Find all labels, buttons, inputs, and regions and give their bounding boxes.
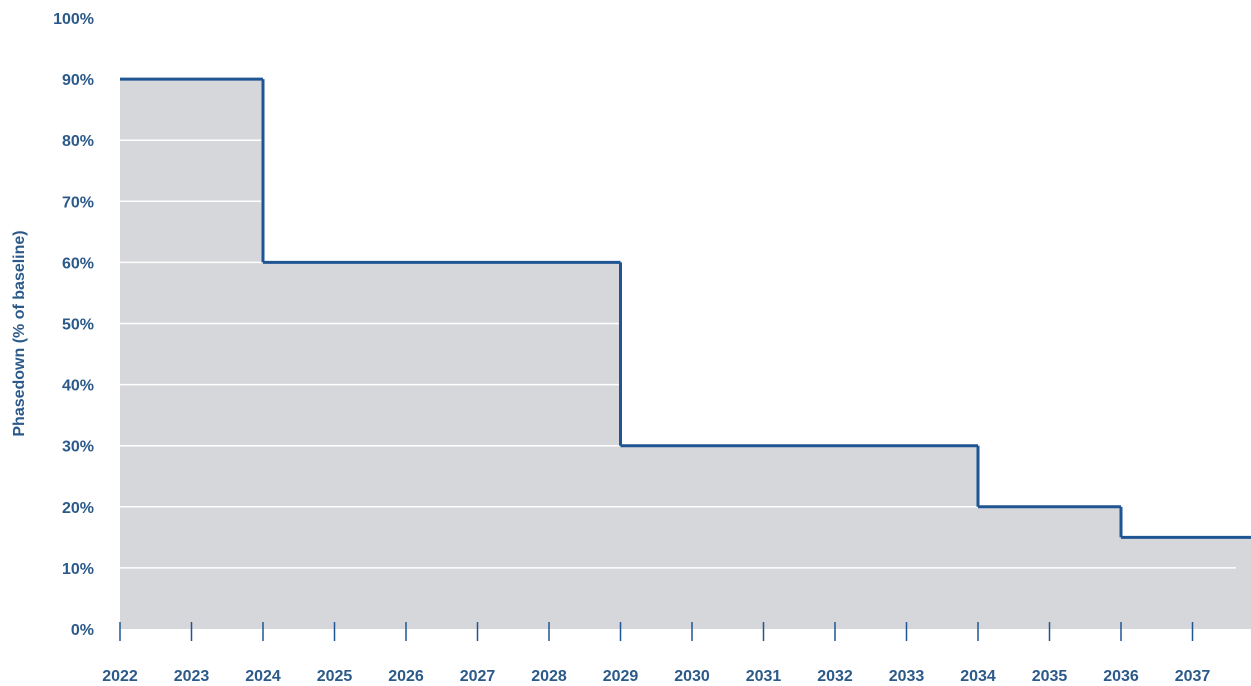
x-tick-label: 2033 bbox=[889, 668, 925, 685]
x-tick-label: 2025 bbox=[317, 668, 353, 685]
phasedown-area bbox=[120, 79, 1251, 629]
y-tick-label: 60% bbox=[62, 255, 94, 272]
x-tick-label: 2023 bbox=[174, 668, 210, 685]
x-tick-label: 2022 bbox=[102, 668, 138, 685]
y-tick-label: 20% bbox=[62, 500, 94, 517]
x-tick-label: 2029 bbox=[603, 668, 639, 685]
y-tick-label: 40% bbox=[62, 378, 94, 395]
tick-layer bbox=[119, 622, 1194, 641]
x-tick-label: 2034 bbox=[960, 668, 996, 685]
x-tick-label: 2035 bbox=[1032, 668, 1068, 685]
y-tick-label: 70% bbox=[62, 194, 94, 211]
y-tick-label: 0% bbox=[71, 622, 94, 639]
x-tick-label: 2026 bbox=[388, 668, 424, 685]
x-tick-label: 2024 bbox=[245, 668, 281, 685]
x-tick-label: 2031 bbox=[746, 668, 782, 685]
x-tick-label: 2030 bbox=[674, 668, 710, 685]
y-tick-label: 100% bbox=[53, 11, 94, 28]
x-tick-label: 2027 bbox=[460, 668, 496, 685]
y-tick-label: 30% bbox=[62, 439, 94, 456]
label-layer: 2022 2023 2024 2025 2026 2027 2028 2029 2030 2031… bbox=[53, 11, 1210, 685]
x-tick-label: 2028 bbox=[531, 668, 567, 685]
y-tick-label: 50% bbox=[62, 317, 94, 334]
y-axis-title: Phasedown (% of baseline) bbox=[11, 230, 28, 436]
x-tick-label: 2032 bbox=[817, 668, 853, 685]
x-tick-label: 2037 bbox=[1175, 668, 1211, 685]
step-layer bbox=[120, 77, 1251, 539]
x-tick-label: 2036 bbox=[1103, 668, 1139, 685]
y-tick-label: 90% bbox=[62, 72, 94, 89]
y-tick-label: 80% bbox=[62, 133, 94, 150]
y-tick-label: 10% bbox=[62, 561, 94, 578]
area-layer bbox=[120, 79, 1251, 629]
